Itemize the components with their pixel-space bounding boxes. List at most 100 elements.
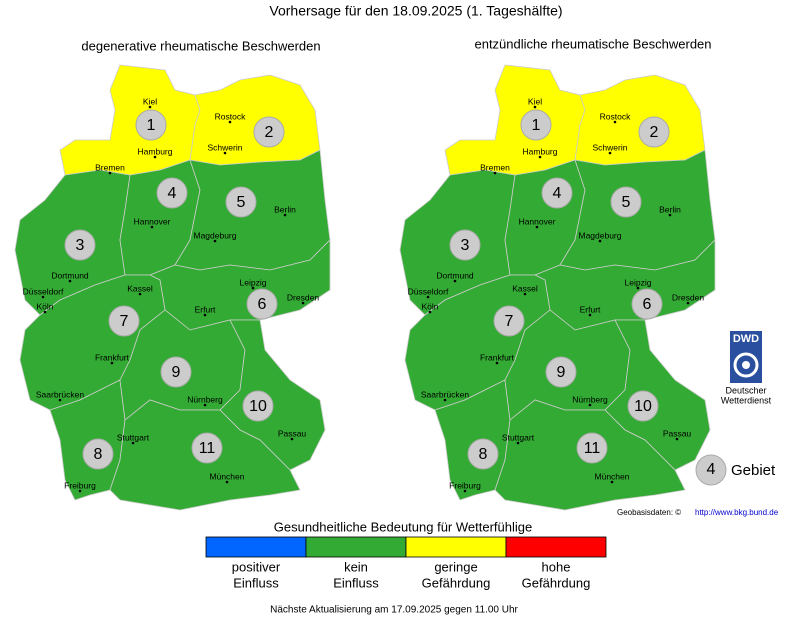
city-label: Berlin — [659, 204, 681, 214]
city-label: Erfurt — [195, 304, 216, 314]
city-label: Kassel — [512, 283, 538, 293]
region-number: 1 — [532, 117, 541, 134]
city-dot — [523, 292, 527, 296]
city-dot — [493, 171, 497, 175]
city-label: Magdeburg — [193, 230, 236, 240]
city-label: Magdeburg — [578, 230, 621, 240]
region-number: 8 — [479, 446, 488, 463]
region-number: 10 — [249, 398, 267, 415]
city-dot — [636, 286, 640, 290]
region-circle — [108, 305, 140, 337]
region-circle — [467, 438, 499, 470]
city-dot — [463, 489, 467, 493]
source-link[interactable]: http://www.bkg.bund.de — [695, 508, 779, 517]
region — [444, 64, 586, 176]
region-circle — [576, 432, 608, 464]
map: degenerative rheumatische Beschwerden Kie… — [14, 38, 331, 511]
legend-swatch — [505, 536, 607, 558]
city-label: Rostock — [600, 111, 631, 121]
city-dot — [110, 361, 114, 365]
city-label: Bremen — [95, 162, 125, 172]
region-number: 8 — [94, 446, 103, 463]
area-key-number: 4 — [707, 461, 716, 478]
city-label: Kiel — [143, 96, 157, 106]
region-circle — [638, 116, 670, 148]
city-label: Hannover — [519, 216, 556, 226]
legend-label: positiver — [232, 559, 281, 574]
legend-swatch — [205, 536, 307, 558]
city-dot — [290, 437, 294, 441]
city-label: Kassel — [127, 283, 153, 293]
city-dot — [153, 155, 157, 159]
region-number: 1 — [147, 117, 156, 134]
map: entzündliche rheumatische Beschwerden Kie… — [399, 36, 716, 511]
region-circle — [160, 356, 192, 388]
region-circle — [82, 438, 114, 470]
legend-label: geringe — [434, 559, 477, 574]
legend-swatch — [305, 536, 407, 558]
city-label: Dresden — [672, 292, 704, 302]
city-dot — [598, 239, 602, 243]
legend-title: Gesundheitliche Bedeutung für Wetterfühl… — [274, 519, 532, 534]
region-number: 4 — [553, 185, 562, 202]
map-title: entzündliche rheumatische Beschwerden — [474, 36, 711, 51]
region-number: 11 — [199, 440, 216, 457]
city-label: Hamburg — [523, 146, 558, 156]
region-circle — [610, 186, 642, 218]
city-label: Nürnberg — [572, 394, 608, 404]
city-dot — [668, 213, 672, 217]
region-circle — [64, 229, 96, 261]
city-label: Hannover — [134, 216, 171, 226]
city-label: Köln — [36, 301, 53, 311]
city-label: Hamburg — [138, 146, 173, 156]
region-circle — [631, 288, 663, 320]
city-dot — [148, 105, 152, 109]
city-dot — [225, 480, 229, 484]
city-dot — [588, 403, 592, 407]
city-label: Dresden — [287, 292, 319, 302]
city-dot — [610, 480, 614, 484]
city-dot — [453, 279, 457, 283]
legend-label: Einfluss — [233, 575, 279, 590]
dwd-logo: DWD Deutscher Wetterdienst — [721, 331, 772, 405]
city-dot — [43, 310, 47, 314]
city-label: Erfurt — [580, 304, 601, 314]
city-dot — [228, 120, 232, 124]
region-circle — [627, 390, 659, 422]
legend-label: kein — [344, 559, 368, 574]
logo-abbr: DWD — [733, 333, 759, 345]
region-number: 11 — [584, 440, 601, 457]
city-dot — [58, 398, 62, 402]
region-circle — [246, 288, 278, 320]
city-dot — [108, 171, 112, 175]
city-label: München — [210, 471, 245, 481]
city-dot — [538, 155, 542, 159]
city-label: Freiburg — [449, 480, 481, 490]
region-number: 5 — [237, 194, 246, 211]
source-label: Geobasisdaten: © — [617, 508, 681, 517]
region-number: 5 — [622, 194, 631, 211]
city-label: Frankfurt — [480, 352, 515, 362]
region-number: 9 — [557, 364, 566, 381]
city-dot — [283, 213, 287, 217]
region-number: 7 — [120, 313, 129, 330]
city-dot — [78, 489, 82, 493]
city-label: Schwerin — [208, 142, 243, 152]
city-dot — [301, 301, 305, 305]
city-label: Kiel — [528, 96, 542, 106]
footer: Nächste Aktualisierung am 17.09.2025 geg… — [270, 605, 518, 616]
city-dot — [68, 279, 72, 283]
region-number: 6 — [258, 296, 267, 313]
city-dot — [251, 286, 255, 290]
legend-label: Einfluss — [333, 575, 379, 590]
city-label: Passau — [663, 428, 692, 438]
region-circle — [493, 305, 525, 337]
title: Vorhersage für den 18.09.2025 (1. Tagesh… — [269, 3, 562, 19]
area-key-label: Gebiet — [731, 462, 776, 479]
region-number: 2 — [650, 124, 659, 141]
city-dot — [428, 310, 432, 314]
city-label: Leipzig — [625, 277, 652, 287]
city-dot — [535, 225, 539, 229]
logo-swirl-center — [742, 361, 750, 369]
